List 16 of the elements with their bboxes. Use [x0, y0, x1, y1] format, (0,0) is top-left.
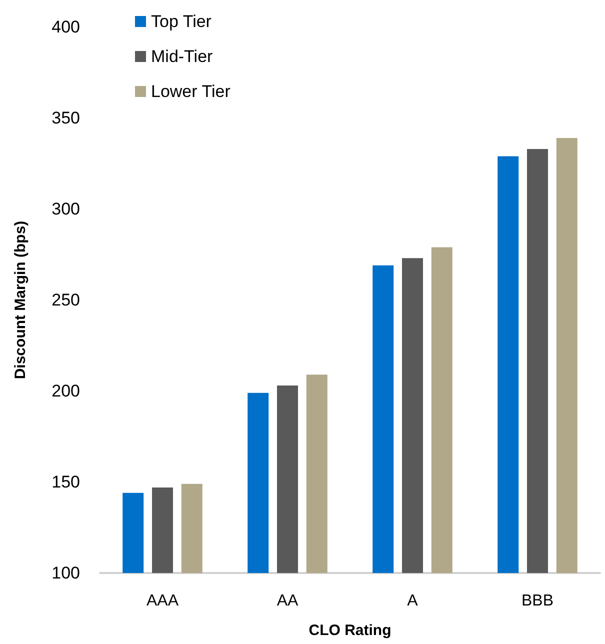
- legend-label: Top Tier: [151, 12, 212, 31]
- x-tick-label: BBB: [521, 592, 554, 610]
- x-tick-label: A: [407, 592, 418, 610]
- y-tick-label: 300: [52, 200, 80, 218]
- x-axis-title: CLO Rating: [308, 622, 392, 639]
- legend-label: Mid-Tier: [151, 47, 214, 66]
- y-tick-label: 350: [52, 108, 80, 128]
- y-tick-label: 100: [52, 564, 80, 582]
- y-tick-label: 400: [52, 18, 80, 36]
- x-tick-label: AAA: [146, 592, 179, 610]
- y-tick-label: 150: [52, 472, 80, 492]
- x-tick-label: AA: [276, 592, 298, 610]
- y-tick-label: 200: [52, 382, 80, 400]
- y-tick-label: 250: [52, 290, 80, 310]
- y-axis-title: Discount Margin (bps): [12, 220, 29, 380]
- legend-label: Lower Tier: [151, 82, 231, 101]
